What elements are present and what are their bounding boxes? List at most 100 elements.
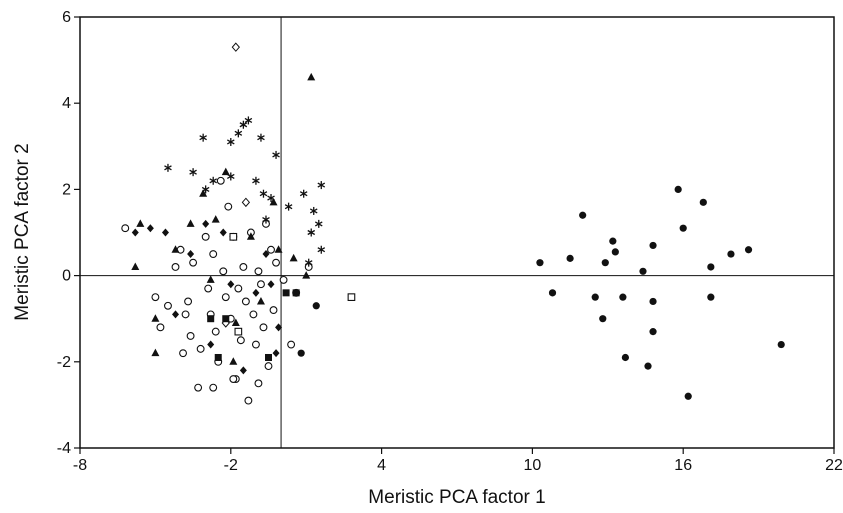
- filled-square-point: [214, 353, 222, 361]
- open-circle-point: [156, 323, 165, 332]
- y-tick-label: 4: [62, 95, 71, 112]
- y-tick-label: 2: [62, 181, 71, 198]
- filled-diamond-point: [146, 224, 154, 233]
- asterisk-point: [314, 219, 323, 228]
- filled-triangle-point: [199, 189, 208, 197]
- asterisk-point: [164, 163, 172, 172]
- filled-circle-point: [566, 254, 574, 262]
- filled-circle-point: [699, 198, 707, 206]
- open-square-point: [234, 327, 243, 336]
- filled-circle-point: [619, 293, 627, 301]
- open-diamond-point: [241, 197, 251, 208]
- filled-triangle-point: [136, 219, 145, 227]
- open-circle-point: [264, 362, 273, 371]
- filled-circle-point: [591, 293, 599, 301]
- filled-square-point: [207, 315, 215, 323]
- open-circle-point: [244, 396, 253, 405]
- filled-circle-point: [611, 248, 619, 256]
- open-circle-point: [221, 293, 230, 302]
- filled-triangle-point: [131, 262, 140, 270]
- open-circle-point: [279, 275, 288, 284]
- open-circle-point: [224, 202, 233, 211]
- filled-circle-point: [609, 237, 617, 245]
- asterisk-point: [272, 150, 280, 159]
- filled-triangle-point: [269, 197, 278, 206]
- asterisk-point: [189, 168, 197, 177]
- open-circle-point: [257, 280, 265, 289]
- filled-triangle-point: [229, 357, 238, 365]
- asterisk-point: [267, 194, 275, 203]
- open-circle-point: [272, 258, 280, 267]
- filled-circle-point: [312, 302, 320, 310]
- filled-diamond-point: [275, 323, 283, 332]
- open-circle-point: [216, 176, 225, 185]
- filled-square-point: [282, 289, 290, 297]
- open-circle-point: [151, 293, 160, 302]
- filled-diamond-point: [267, 280, 275, 289]
- open-circle-point: [179, 349, 187, 358]
- open-circle-point: [234, 284, 243, 293]
- asterisk-point: [259, 189, 268, 198]
- filled-triangle-point: [246, 232, 255, 240]
- open-circle-point: [269, 306, 278, 315]
- open-circle-point: [267, 245, 275, 254]
- x-tick-label: 4: [377, 457, 386, 474]
- asterisk-point: [299, 189, 308, 198]
- open-circle-point: [204, 284, 213, 293]
- open-circle-point: [194, 383, 203, 392]
- plot-frame: [79, 16, 835, 449]
- open-circle-point: [241, 297, 250, 306]
- filled-diamond-point: [172, 310, 180, 319]
- open-circle-point: [184, 297, 193, 306]
- asterisk-point: [201, 185, 210, 194]
- filled-circle-point: [684, 392, 692, 400]
- x-tick-labels: -8 -2 4 10 16 22: [73, 457, 843, 474]
- asterisk-point: [234, 129, 243, 138]
- filled-diamond-point: [187, 250, 195, 259]
- filled-diamond-point: [161, 228, 169, 237]
- reference-lines: [80, 17, 834, 448]
- open-square-point: [347, 293, 356, 302]
- asterisk-point: [252, 176, 260, 185]
- open-circle-point: [254, 379, 263, 388]
- filled-triangle-point: [256, 296, 265, 305]
- filled-triangle-point: [302, 271, 311, 279]
- y-tick-label: -4: [57, 440, 71, 457]
- y-tick-label: 0: [62, 268, 71, 285]
- filled-circle-point: [639, 267, 647, 275]
- filled-triangle-point: [186, 219, 195, 227]
- filled-diamond-point: [202, 219, 210, 228]
- asterisk-point: [304, 258, 313, 267]
- asterisk-point: [317, 181, 326, 190]
- filled-diamond-point: [262, 250, 270, 259]
- open-circle-point: [287, 340, 296, 349]
- open-circle-point: [181, 310, 190, 319]
- filled-square-point: [222, 315, 230, 323]
- asterisk-point: [309, 206, 318, 215]
- filled-triangle-point: [151, 314, 160, 322]
- x-tick-label: 16: [674, 457, 692, 474]
- filled-square-point: [265, 353, 272, 361]
- y-tick-labels: 6 4 2 0 -2 -4: [57, 9, 71, 457]
- open-circle-point: [196, 344, 205, 353]
- open-circle-point: [239, 263, 248, 271]
- filled-diamond-point: [131, 228, 139, 237]
- filled-triangle-point: [289, 253, 298, 262]
- open-circle-point: [186, 331, 195, 340]
- open-circle-point: [219, 267, 228, 276]
- open-circle-point: [211, 327, 220, 336]
- y-axis-label: Meristic PCA factor 2: [12, 143, 33, 320]
- filled-circle-point: [727, 250, 735, 258]
- filled-circle-point: [777, 340, 785, 349]
- filled-diamond-point: [239, 366, 247, 375]
- open-circle-point: [121, 224, 130, 233]
- filled-triangle-point: [171, 245, 180, 253]
- asterisk-point: [307, 228, 316, 237]
- open-circle-point: [249, 310, 258, 319]
- open-circle-point: [229, 375, 238, 383]
- filled-circle-point: [297, 349, 305, 357]
- open-circle-point: [201, 232, 210, 241]
- open-circle-point: [251, 340, 260, 349]
- filled-diamond-point: [272, 349, 280, 358]
